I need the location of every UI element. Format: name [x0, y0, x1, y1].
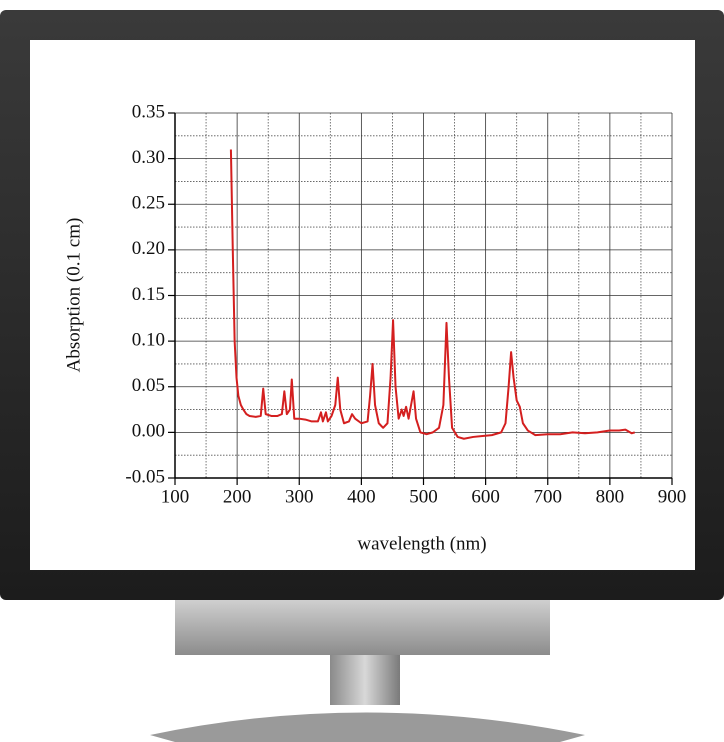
- x-tick-label: 100: [161, 486, 190, 507]
- x-tick-label: 800: [596, 486, 625, 507]
- x-tick-label: 400: [347, 486, 376, 507]
- y-tick-label: 0.15: [132, 284, 165, 305]
- y-tick-label: 0.10: [132, 329, 165, 350]
- y-tick-label: 0.05: [132, 375, 165, 396]
- y-tick-label: 0.25: [132, 193, 165, 214]
- plot: Absorption (0.1 cm) wavelength (nm) 100 2…: [63, 101, 686, 554]
- spectrum-line: [229, 149, 636, 440]
- stand-neck: [330, 655, 400, 705]
- speaker: [175, 600, 550, 655]
- y-tick-label: 0.20: [132, 238, 165, 259]
- y-tick-label: 0.35: [132, 101, 165, 122]
- y-axis-label: Absorption (0.1 cm): [63, 218, 84, 373]
- y-tick-label: 0.30: [132, 147, 165, 168]
- x-axis-label: wavelength (nm): [357, 533, 486, 554]
- y-tick-label: -0.05: [125, 466, 165, 487]
- x-tick-label: 900: [658, 486, 687, 507]
- x-tick-label: 200: [223, 486, 252, 507]
- x-tick-label: 600: [471, 486, 500, 507]
- y-tick-label: 0.00: [132, 421, 165, 442]
- screen: [30, 40, 695, 570]
- x-tick-label: 300: [285, 486, 314, 507]
- x-tick-label: 700: [534, 486, 563, 507]
- stand-base: [150, 712, 585, 742]
- x-tick-label: 500: [409, 486, 438, 507]
